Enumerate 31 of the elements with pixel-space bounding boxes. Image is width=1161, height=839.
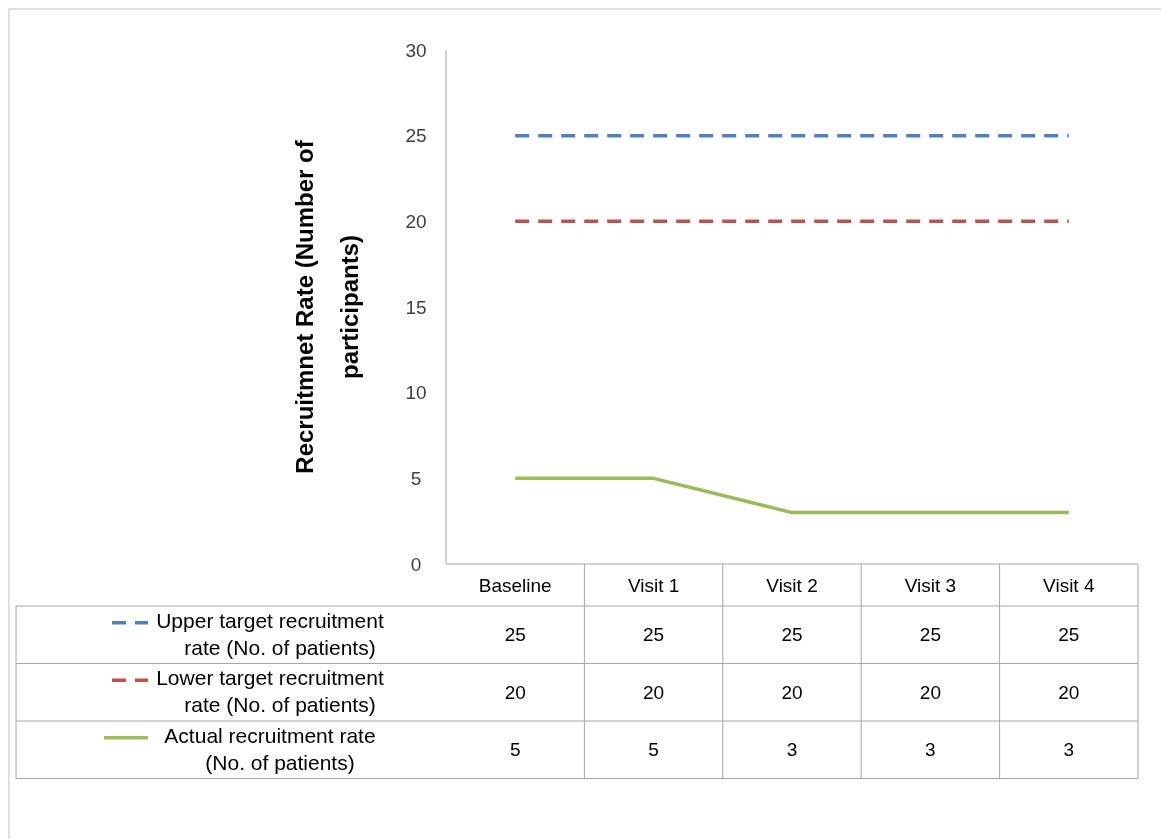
data-label: 20 <box>1058 681 1080 703</box>
x-tick-label: Visit 3 <box>904 574 957 596</box>
data-label: 5 <box>509 739 521 761</box>
data-label: 3 <box>925 739 936 761</box>
data-label: 25 <box>643 624 665 646</box>
legend-label: Actual recruitment rate (No. of patients) <box>164 723 376 774</box>
y-tick-label: 10 <box>405 382 427 404</box>
x-tick-label: Baseline <box>478 574 552 596</box>
data-label: 3 <box>1063 739 1075 761</box>
data-label: 20 <box>643 681 665 703</box>
legend-label: Lower target recruitment rate (No. of patients) <box>156 666 384 717</box>
data-label: 20 <box>781 681 803 703</box>
data-label: 3 <box>786 739 798 761</box>
y-tick-label: 25 <box>405 125 427 147</box>
data-label: 25 <box>781 624 803 646</box>
x-tick-label: Visit 4 <box>1043 574 1095 596</box>
data-label: 25 <box>919 624 941 646</box>
y-axis-title: Recruitmnet Rate (Number of participants) <box>291 139 363 474</box>
y-tick-label: 15 <box>405 296 427 318</box>
y-tick-label: 30 <box>405 39 427 61</box>
x-tick-label: Visit 2 <box>766 574 818 596</box>
y-tick-label: 20 <box>405 210 427 232</box>
legend-label: Upper target recruitment rate (No. of patients) <box>156 608 384 659</box>
y-tick-label: 5 <box>410 467 422 489</box>
x-tick-label: Visit 1 <box>627 574 680 596</box>
data-label: 20 <box>504 681 526 703</box>
data-label: 25 <box>504 624 526 646</box>
data-label: 20 <box>919 681 941 703</box>
data-label: 25 <box>1058 624 1080 646</box>
y-tick-label: 0 <box>410 553 422 575</box>
data-label: 5 <box>648 739 659 761</box>
